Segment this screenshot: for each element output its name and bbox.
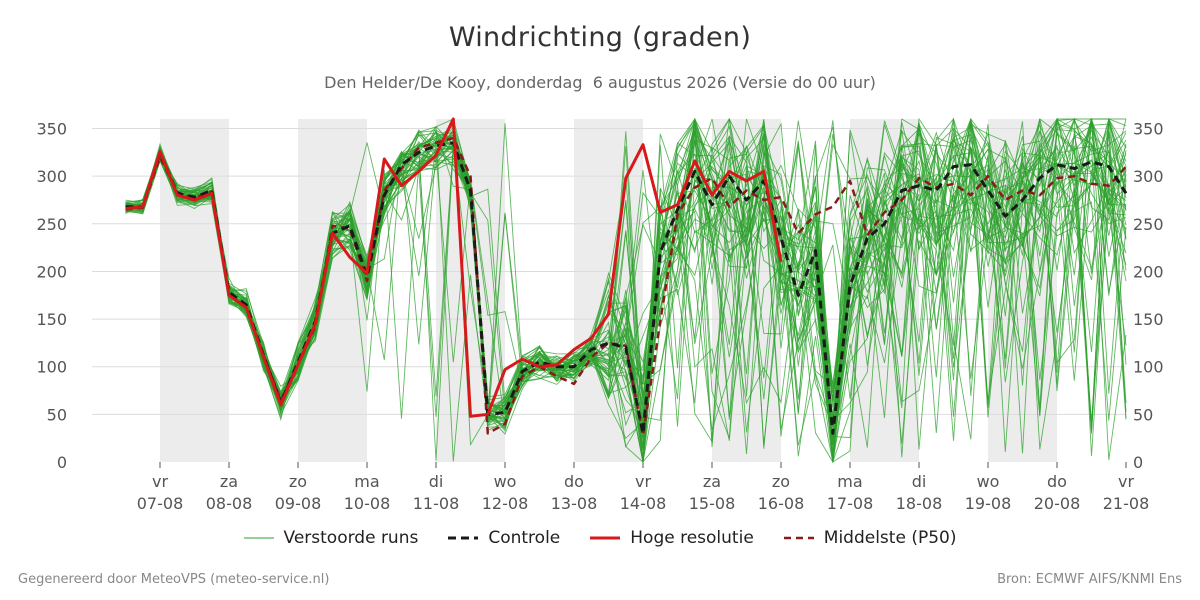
x-tick-day-label: wo	[977, 472, 1000, 491]
x-tick-date-label: 19-08	[965, 494, 1012, 513]
y-tick-label-left: 200	[36, 262, 67, 281]
x-tick-day-label: ma	[837, 472, 862, 491]
x-tick-day-label: zo	[772, 472, 790, 491]
x-tick-date-label: 12-08	[482, 494, 529, 513]
x-tick-date-label: 13-08	[551, 494, 598, 513]
x-tick-day-label: vr	[1118, 472, 1134, 491]
legend-item-control: Controle	[448, 528, 560, 548]
x-tick-day-label: zo	[289, 472, 307, 491]
x-tick-day-label: vr	[635, 472, 651, 491]
x-tick-date-label: 09-08	[275, 494, 322, 513]
x-tick-day-label: di	[912, 472, 927, 491]
legend-label-hires: Hoge resolutie	[630, 528, 754, 548]
ensemble-member-line	[125, 118, 1127, 450]
x-tick-date-label: 07-08	[137, 494, 184, 513]
legend-label-control: Controle	[488, 528, 561, 548]
x-tick-date-label: 21-08	[1103, 494, 1150, 513]
y-tick-label-left: 50	[47, 405, 67, 424]
y-tick-label-left: 300	[36, 167, 67, 186]
y-tick-label-right: 200	[1133, 262, 1164, 281]
x-tick-date-label: 08-08	[206, 494, 253, 513]
legend-swatch-members	[243, 537, 274, 539]
x-tick-date-label: 11-08	[413, 494, 460, 513]
legend-label-members: Verstoorde runs	[283, 528, 419, 548]
chart-title: Windrichting (graden)	[448, 22, 752, 53]
weekend-band	[298, 119, 367, 462]
hires-series-line	[125, 117, 783, 418]
x-tick-day-label: do	[1047, 472, 1067, 491]
x-tick-day-label: wo	[494, 472, 517, 491]
y-tick-label-right: 50	[1133, 405, 1153, 424]
legend-item-median: Middelste (P50)	[783, 528, 957, 548]
y-tick-label-right: 0	[1133, 453, 1143, 472]
x-tick-date-label: 18-08	[896, 494, 943, 513]
ensemble-member-line	[125, 118, 1127, 423]
y-tick-label-left: 350	[36, 120, 67, 139]
y-tick-label-left: 250	[36, 215, 67, 234]
x-tick-day-label: do	[564, 472, 584, 491]
x-tick-day-label: za	[220, 472, 238, 491]
legend-label-median: Middelste (P50)	[823, 528, 957, 548]
ensemble-member-line	[125, 123, 1127, 463]
x-tick-day-label: di	[429, 472, 444, 491]
x-tick-day-label: ma	[354, 472, 379, 491]
chart-subtitle: Den Helder/De Kooy, donderdag 6 augustus…	[324, 73, 876, 92]
y-tick-label-right: 300	[1133, 167, 1164, 186]
ensemble-member-line	[125, 119, 1127, 454]
footer-source: Bron: ECMWF AIFS/KNMI Ens	[997, 572, 1182, 587]
x-tick-date-label: 16-08	[758, 494, 805, 513]
y-tick-label-right: 250	[1133, 215, 1164, 234]
y-tick-label-left: 0	[57, 453, 67, 472]
y-tick-label-right: 150	[1133, 310, 1164, 329]
y-tick-label-left: 150	[36, 310, 67, 329]
legend-item-members: Verstoorde runs	[243, 528, 419, 548]
control-series-line	[125, 141, 1128, 435]
x-tick-day-label: za	[703, 472, 721, 491]
footer-credit: Gegenereerd door MeteoVPS (meteo-service…	[18, 572, 330, 587]
x-tick-date-label: 10-08	[344, 494, 391, 513]
x-tick-day-label: vr	[152, 472, 168, 491]
x-tick-date-label: 17-08	[827, 494, 874, 513]
legend-swatch-median	[783, 536, 814, 540]
legend: Verstoorde runs Controle Hoge resolutie …	[0, 528, 1200, 548]
legend-item-hires: Hoge resolutie	[590, 528, 754, 548]
y-tick-label-right: 100	[1133, 358, 1164, 377]
y-tick-label-right: 350	[1133, 120, 1164, 139]
x-tick-date-label: 15-08	[689, 494, 736, 513]
legend-swatch-hires	[590, 536, 621, 540]
x-tick-date-label: 20-08	[1034, 494, 1081, 513]
legend-swatch-control	[448, 536, 479, 540]
x-tick-date-label: 14-08	[620, 494, 667, 513]
y-tick-label-left: 100	[36, 358, 67, 377]
